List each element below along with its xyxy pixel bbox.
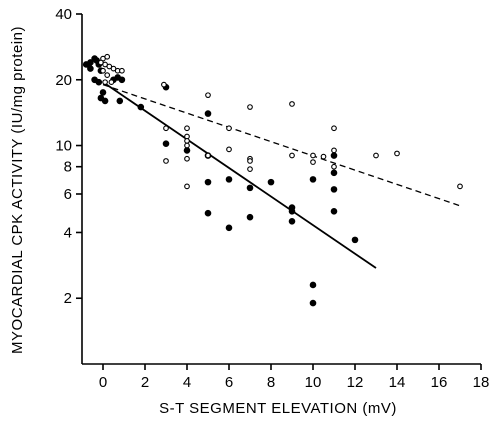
y-tick-label: 2 — [64, 290, 72, 307]
filled-data-point — [162, 140, 170, 147]
open-data-point — [310, 152, 316, 159]
open-data-point — [457, 183, 463, 190]
y-tick-label: 20 — [55, 72, 72, 89]
x-tick-label: 16 — [431, 374, 448, 391]
open-data-point — [289, 101, 295, 107]
filled-data-point — [309, 281, 317, 289]
open-data-point — [320, 153, 327, 160]
solid-regression-line — [102, 81, 377, 269]
filled-data-point — [288, 217, 296, 225]
y-axis-label: MYOCARDIAL CPK ACTIVITY (IU/mg protein) — [9, 26, 26, 354]
y-tick-label: 10 — [55, 138, 72, 155]
open-data-point — [104, 53, 111, 60]
x-tick-label: 18 — [473, 374, 490, 391]
x-tick-label: 10 — [305, 374, 322, 391]
open-data-point — [331, 163, 337, 170]
filled-data-point — [204, 209, 212, 217]
filled-data-point — [267, 178, 275, 186]
filled-data-point — [330, 207, 338, 215]
filled-data-point — [116, 97, 124, 105]
open-data-point — [184, 183, 190, 190]
filled-data-point — [351, 236, 359, 244]
open-data-point — [184, 155, 190, 162]
open-data-point — [163, 158, 169, 164]
filled-data-point — [330, 169, 338, 177]
open-data-point — [247, 158, 253, 164]
open-data-point — [226, 146, 232, 153]
open-data-point — [226, 125, 232, 132]
dashed-regression-line — [102, 84, 461, 207]
filled-data-point — [95, 78, 103, 86]
filled-data-point — [330, 152, 338, 159]
open-data-point — [163, 125, 169, 132]
data-points — [82, 53, 463, 307]
filled-data-point — [118, 76, 126, 84]
open-data-point — [310, 159, 316, 165]
fit-lines — [102, 81, 461, 269]
filled-data-point — [101, 97, 109, 105]
open-data-point — [184, 138, 190, 144]
open-data-point — [110, 65, 117, 72]
open-data-point — [373, 152, 379, 159]
open-data-point — [184, 125, 190, 132]
x-tick-label: 12 — [347, 374, 364, 391]
open-data-point — [108, 79, 115, 86]
filled-data-point — [99, 89, 107, 96]
open-data-point — [184, 142, 190, 149]
open-data-point — [331, 125, 337, 132]
open-data-point — [100, 67, 106, 74]
x-tick-label: 2 — [141, 374, 149, 391]
y-tick-label: 4 — [64, 224, 72, 241]
x-tick-label: 4 — [183, 374, 191, 391]
filled-data-point — [225, 176, 233, 183]
x-tick-label: 0 — [99, 374, 107, 391]
filled-data-point — [225, 224, 233, 232]
filled-data-point — [87, 65, 94, 72]
x-tick-label: 6 — [225, 374, 233, 391]
x-tick-label: 14 — [389, 374, 406, 391]
open-data-point — [119, 67, 125, 74]
y-tick-label: 8 — [64, 159, 72, 176]
open-data-point — [394, 150, 400, 157]
open-data-point — [104, 72, 111, 78]
filled-data-point — [204, 110, 212, 117]
filled-data-point — [309, 299, 317, 307]
x-axis-label: S-T SEGMENT ELEVATION (mV) — [159, 400, 397, 417]
y-tick-label: 40 — [55, 6, 72, 23]
open-data-point — [205, 92, 211, 99]
y-tick-label: 6 — [64, 186, 72, 203]
open-data-point — [247, 104, 253, 110]
open-data-point — [205, 152, 211, 159]
x-tick-label: 8 — [267, 374, 275, 391]
filled-data-point — [330, 186, 338, 193]
tick-labels: 0 2 4 6 8 10 12 14 16 18 2 4 6 8 10 20 40 — [55, 6, 489, 391]
open-data-point — [289, 152, 295, 159]
filled-data-point — [309, 176, 317, 183]
tick-marks — [76, 13, 482, 370]
axes — [81, 14, 481, 365]
open-data-point — [331, 147, 337, 154]
filled-data-point — [204, 178, 212, 186]
filled-data-point — [246, 213, 254, 221]
filled-data-point — [246, 184, 254, 192]
filled-data-point — [137, 103, 145, 111]
open-data-point — [247, 166, 253, 172]
filled-data-point — [288, 207, 296, 215]
open-data-point — [102, 79, 108, 86]
open-data-point — [161, 81, 167, 88]
